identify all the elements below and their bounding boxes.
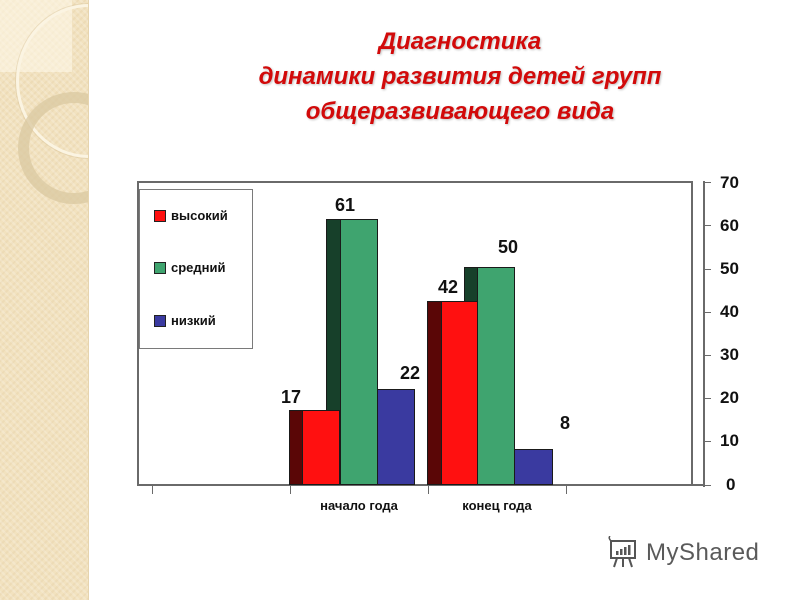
value-label: 61	[334, 195, 356, 215]
decorative-side-strip	[0, 0, 89, 600]
bar-low-g2	[514, 449, 553, 485]
y-axis-line	[703, 181, 705, 487]
legend-swatch-green	[154, 261, 166, 274]
y-tick	[705, 269, 711, 270]
value-label: 17	[280, 387, 302, 407]
legend-swatch-red	[154, 209, 166, 222]
y-tick-label: 30	[720, 345, 739, 364]
y-tick-label: 0	[726, 475, 736, 494]
presentation-board-icon	[608, 536, 636, 568]
value-label: 50	[497, 237, 519, 257]
watermark-text: MyShared	[646, 539, 760, 566]
category-label: начало года	[320, 498, 398, 513]
y-tick	[705, 398, 711, 399]
y-tick-label: 60	[720, 216, 739, 235]
bar-side-high-g1	[289, 410, 303, 485]
y-tick-label: 50	[720, 259, 739, 278]
title-line-1: Диагностика	[378, 28, 542, 55]
watermark: MyShared	[606, 536, 759, 570]
y-tick-label: 70	[720, 173, 739, 192]
slide-title: Диагностика динамики развития детей груп…	[200, 24, 720, 129]
title-line-3: общеразвивающего вида	[305, 98, 615, 125]
legend-label: низкий	[171, 313, 216, 328]
y-tick-label: 40	[720, 302, 739, 321]
x-tick	[428, 486, 429, 494]
y-tick	[705, 312, 711, 313]
title-line-2: динамики развития детей групп	[258, 63, 662, 90]
category-label: конец года	[462, 498, 532, 513]
legend-label: средний	[171, 260, 226, 275]
legend-item-low: низкий	[154, 313, 216, 328]
x-tick	[152, 486, 153, 494]
bar-high-g1	[302, 410, 340, 485]
decorative-ring-small	[18, 92, 88, 204]
bar-side-mid-g1	[326, 219, 341, 411]
y-tick	[705, 485, 711, 486]
bar-high-g2	[441, 301, 478, 485]
y-tick-label: 10	[720, 431, 739, 450]
legend-item-high: высокий	[154, 208, 228, 223]
x-axis-line	[137, 484, 705, 486]
bar-mid-g1	[340, 219, 378, 485]
x-tick	[566, 486, 567, 494]
y-tick-label: 20	[720, 388, 739, 407]
y-tick	[705, 182, 711, 183]
chart-legend: высокий средний низкий	[139, 189, 253, 349]
x-tick	[290, 486, 291, 494]
legend-item-mid: средний	[154, 260, 226, 275]
y-tick	[705, 225, 711, 226]
legend-label: высокий	[171, 208, 228, 223]
bar-low-g1	[377, 389, 415, 485]
legend-swatch-blue	[154, 314, 166, 327]
y-tick	[705, 441, 711, 442]
value-label: 8	[559, 413, 570, 433]
bar-mid-g2	[477, 267, 515, 485]
value-label: 42	[437, 277, 459, 297]
y-tick	[705, 355, 711, 356]
bar-side-high-g2	[427, 301, 442, 485]
value-label: 22	[399, 363, 421, 383]
